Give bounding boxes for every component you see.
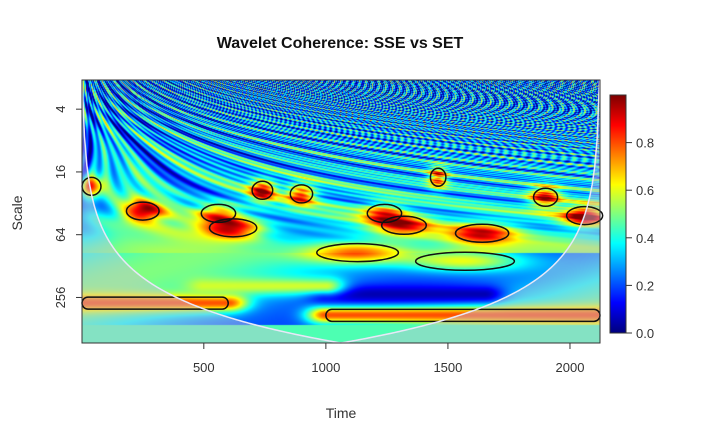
colorbar-frame [609,94,627,334]
significance-contour [251,180,274,201]
coherence-heatmap [82,80,600,343]
significance-contour [125,201,160,221]
significance-contour [380,215,428,236]
y-tick-label: 16 [53,165,68,179]
y-tick-label: 4 [53,106,68,113]
significance-contour [454,223,510,244]
colorbar-tick-label: 0.0 [636,326,654,341]
significance-contour [532,187,559,208]
significance-contour [414,251,516,271]
significance-contour [366,203,403,224]
y-tick-label: 256 [53,287,68,309]
x-axis-label: Time [326,405,357,421]
significance-contour [429,167,447,188]
y-tick-label: 64 [53,227,68,241]
significance-contour [565,205,604,226]
colorbar-tick-label: 0.6 [636,183,654,198]
x-tick-label: 1500 [433,360,462,375]
colorbar-tick-label: 0.2 [636,278,654,293]
significance-contour [316,242,400,263]
x-tick-label: 1000 [311,360,340,375]
y-axis-label: Scale [9,195,25,230]
chart-title: Wavelet Coherence: SSE vs SET [217,35,464,52]
colorbar [610,95,626,333]
significance-contours [81,79,604,344]
x-tick-label: 2000 [556,360,585,375]
significance-contour [325,308,601,323]
significance-contour [200,203,237,224]
significance-contour [81,296,229,310]
x-tick-label: 500 [193,360,215,375]
colorbar-tick-label: 0.4 [636,231,654,246]
colorbar-tick-label: 0.8 [636,136,654,151]
significance-contour [208,218,258,238]
significance-contour [289,184,314,204]
plot-frame [81,79,601,344]
